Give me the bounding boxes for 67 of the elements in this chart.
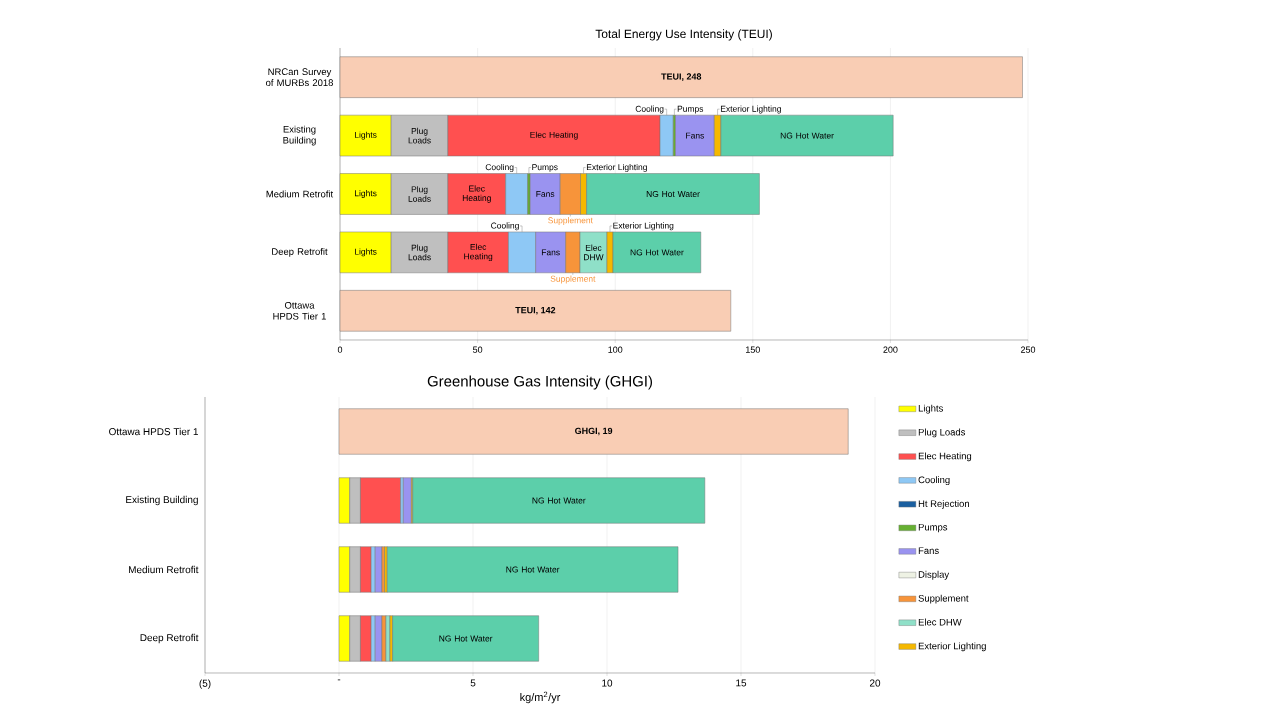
text: NG Hot Water — [646, 191, 700, 197]
series-label: Cooling — [491, 222, 519, 231]
series-label: NG Hot Water — [532, 497, 586, 504]
legend-label: Elec Heating — [918, 452, 972, 462]
y-tick-label: NRCan Survey of MURBs 2018 — [265, 68, 333, 87]
legend-label: Exterior Lighting — [918, 642, 986, 652]
x-tick-label: 5 — [470, 679, 476, 687]
legend-label: Cooling — [918, 476, 950, 486]
legend-label: Elec DHW — [918, 618, 962, 626]
text: Pumps — [677, 105, 704, 114]
y-tick-label: Medium Retrofit — [266, 190, 334, 198]
x-tick-label: 10 — [602, 679, 613, 687]
y-tick-label: Deep Retrofit — [140, 633, 199, 644]
x-tick-label: 150 — [746, 346, 760, 353]
legend-label: Fans — [918, 547, 939, 554]
y-tick-label: Ottawa HPDS Tier 1 — [273, 301, 326, 320]
series-label: Pumps — [532, 164, 558, 172]
text: NG Hot Water — [506, 566, 560, 573]
x-tick-label: 0 — [337, 346, 343, 353]
series-label: Fans — [536, 191, 555, 197]
chart-title: Total Energy Use Intensity (TEUI) — [595, 29, 772, 41]
data-label: TEUI, 248 — [661, 73, 702, 82]
legend-label: Plug Loads — [918, 428, 966, 438]
text: Elec Heating — [464, 243, 493, 262]
text: Cooling — [635, 105, 664, 114]
legend-label: Ht Rejection — [918, 500, 969, 509]
legend-label: Lights — [918, 404, 943, 414]
x-axis-title: kg/m$^{2}$/yr — [520, 691, 561, 704]
x-tick-label: (5) — [199, 679, 211, 689]
legend-label: Supplement — [918, 594, 969, 604]
text: Fans — [686, 132, 704, 139]
text: Cooling — [485, 163, 514, 172]
series-label: Exterior Lighting — [720, 105, 781, 114]
x-tick-label: 20 — [869, 679, 881, 687]
y-tick-label: Existing Building — [126, 495, 198, 506]
series-label: Elec Heating — [462, 185, 491, 203]
series-label: NG Hot Water — [630, 249, 684, 256]
legend-label: Pumps — [918, 523, 948, 533]
legend-label: Display — [918, 570, 950, 580]
y-tick-label: Medium Retrofit — [128, 565, 199, 574]
x-tick-label: 15 — [736, 679, 747, 687]
chart-title: Greenhouse Gas Intensity (GHGI) — [427, 375, 653, 390]
series-label: Supplement — [548, 217, 593, 226]
text: NG Hot Water — [780, 132, 834, 139]
text: Fans — [541, 249, 560, 256]
series-label: Elec DHW — [584, 244, 604, 261]
y-tick-label: Deep Retrofit — [272, 247, 328, 257]
text: NG Hot Water — [439, 635, 493, 642]
text: Lights — [354, 190, 377, 198]
text: Plug Loads — [408, 127, 431, 144]
series-label: Plug Loads — [408, 186, 431, 202]
x-tick-label: 200 — [883, 346, 898, 353]
text: Elec Heating — [530, 131, 578, 140]
x-tick-label: 250 — [1020, 346, 1036, 353]
series-label: Lights — [354, 131, 377, 140]
x-tick-label: 100 — [608, 346, 623, 353]
data-label: GHGI, 19 — [575, 427, 613, 436]
x-tick-label: 50 — [472, 346, 483, 353]
text: Supplement — [550, 275, 596, 284]
y-tick-label: Ottawa HPDS Tier 1 — [109, 427, 198, 436]
text: Exterior Lighting — [586, 163, 647, 172]
text: Lights — [354, 248, 377, 257]
data-label: TEUI, 142 — [515, 306, 556, 315]
text: Exterior Lighting — [613, 222, 674, 231]
x-tick-label: - — [337, 679, 341, 681]
y-tick-label: Existing Building — [283, 125, 316, 146]
text: Plug Loads — [408, 244, 431, 261]
